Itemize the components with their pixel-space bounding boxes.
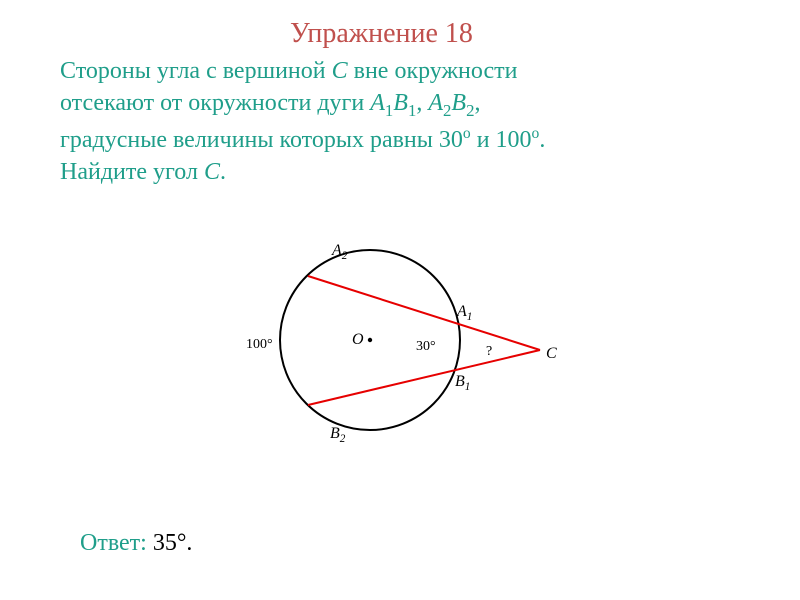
problem-text: Стороны угла с вершиной C вне окружности… bbox=[60, 55, 545, 189]
problem-line-1: Стороны угла с вершиной C вне окружности bbox=[60, 55, 545, 87]
label-c: C bbox=[546, 345, 557, 362]
secant-line-bottom bbox=[308, 350, 540, 405]
exercise-title: Упражнение 18 bbox=[290, 18, 473, 50]
label-a2: A2 bbox=[331, 242, 348, 262]
label-arc100: 100° bbox=[246, 337, 273, 352]
label-o: O bbox=[352, 331, 364, 348]
answer-value: 35°. bbox=[153, 530, 193, 556]
geometry-diagram: A2 A1 B1 B2 C O 100° 30° ? bbox=[230, 210, 570, 450]
problem-line-3: градусные величины которых равны 30о и 1… bbox=[60, 123, 545, 156]
answer-label: Ответ: bbox=[80, 530, 153, 556]
problem-line-4: Найдите угол C. bbox=[60, 156, 545, 188]
label-b2: B2 bbox=[330, 425, 346, 445]
answer: Ответ: 35°. bbox=[80, 530, 192, 557]
label-arc30: 30° bbox=[416, 339, 436, 354]
page: Упражнение 18 Стороны угла с вершиной C … bbox=[0, 0, 800, 600]
problem-line-2: отсекают от окружности дуги A1B1, A2B2, bbox=[60, 87, 545, 122]
label-qmark: ? bbox=[486, 344, 492, 359]
center-dot bbox=[368, 338, 372, 342]
label-b1: B1 bbox=[455, 373, 470, 393]
